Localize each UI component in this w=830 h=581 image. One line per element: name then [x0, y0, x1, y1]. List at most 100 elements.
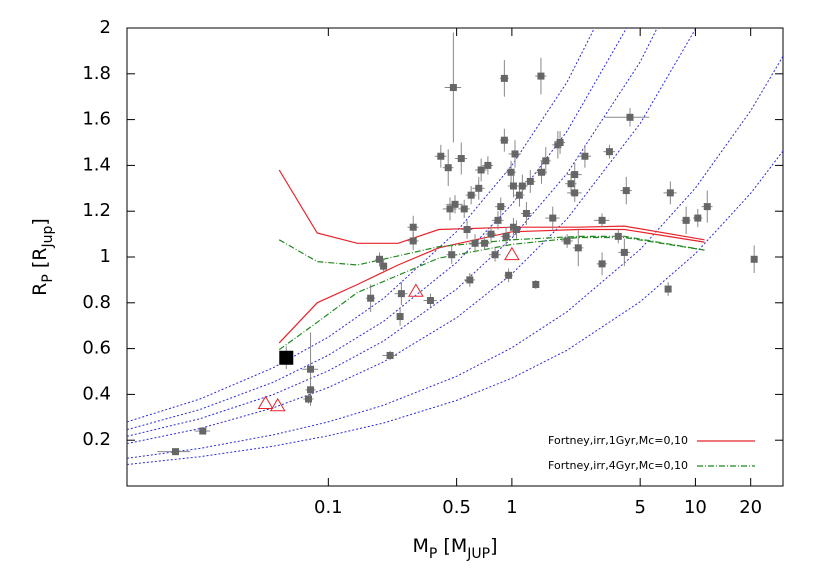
planet-point [491, 251, 499, 259]
planet-point [457, 155, 465, 163]
planet-point [666, 189, 674, 197]
x-tick-label: 0.5 [442, 497, 471, 518]
planet-point [386, 351, 394, 359]
y-axis-label-part: R [29, 283, 51, 296]
planet-point [537, 72, 545, 80]
planet-point [563, 237, 571, 245]
y-tick-label: 1.2 [82, 200, 111, 221]
planet-point [307, 365, 315, 373]
planet-point [409, 237, 417, 245]
planet-point [380, 262, 388, 270]
planet-point [750, 255, 758, 263]
planet-point [574, 244, 582, 252]
planet-point [509, 182, 517, 190]
planet-point [463, 226, 471, 234]
planet-point [451, 200, 459, 208]
planet-point [426, 297, 434, 305]
planet-point [567, 180, 575, 188]
planet-point [614, 232, 622, 240]
planet-point [494, 216, 502, 224]
planet-point [307, 386, 315, 394]
iso-density-curve [127, 28, 658, 437]
planet-point [598, 216, 606, 224]
iso-density-curve [127, 28, 596, 423]
planet-point [487, 230, 495, 238]
planet-point [507, 168, 515, 176]
y-tick-label: 0.6 [82, 338, 111, 359]
planet-point [305, 395, 313, 403]
planet-point [449, 84, 457, 92]
y-tick-label: 2 [100, 17, 111, 38]
planet-point [511, 150, 519, 158]
planet-point [532, 280, 540, 288]
model-line [278, 235, 705, 351]
planet-point [605, 148, 613, 156]
planet-point [471, 239, 479, 247]
x-tick-label: 0.1 [314, 497, 343, 518]
planet-point [477, 166, 485, 174]
planet-point [664, 285, 672, 293]
planet-point [598, 260, 606, 268]
y-tick-label: 1.6 [82, 109, 111, 130]
planet-point [444, 164, 452, 172]
planet-point [522, 209, 530, 217]
y-tick-label: 0.4 [82, 383, 111, 404]
triangle-point [257, 395, 274, 409]
y-axis-label-part: ] [29, 218, 51, 225]
y-axis-label-part: P [40, 274, 56, 282]
planet-point [694, 214, 702, 222]
planet-point [505, 271, 513, 279]
x-tick-label: 1 [506, 497, 517, 518]
x-axis-label-part: M [413, 535, 429, 557]
y-axis-label-part: Jup [40, 225, 56, 248]
planet-point [537, 168, 545, 176]
planet-point [484, 161, 492, 169]
iso-density-curve [127, 28, 628, 431]
planet-point [448, 251, 456, 259]
triangle-point [269, 397, 286, 412]
marks-layer [157, 32, 758, 456]
legend-label: Fortney,irr,4Gyr,Mc=0,10 [548, 459, 688, 472]
planet-point [481, 239, 489, 247]
planet-point [526, 177, 534, 185]
planet-point [497, 203, 505, 211]
planet-point [171, 448, 179, 456]
planet-point [542, 157, 550, 165]
planet-point [556, 139, 564, 146]
planet-point [502, 232, 510, 240]
planet-point [467, 191, 475, 199]
x-tick-label: 5 [634, 497, 645, 518]
curves-layer [127, 28, 783, 465]
planet-point [199, 427, 207, 435]
planet-point [409, 223, 417, 231]
iso-density-curve [127, 150, 783, 465]
highlight-point [279, 350, 294, 365]
planet-point [375, 255, 383, 263]
planet-point [500, 136, 508, 144]
planet-point [437, 152, 445, 160]
y-tick-label: 0.8 [82, 292, 111, 313]
x-tick-label: 10 [684, 497, 707, 518]
planet-point [513, 226, 521, 234]
planet-point [500, 74, 508, 82]
planet-point [367, 294, 375, 302]
planet-point [397, 290, 405, 298]
planet-point [515, 191, 523, 199]
x-axis-label: MP [MJUP] [413, 535, 498, 563]
y-tick-label: 0.2 [82, 429, 111, 450]
planet-point [682, 216, 690, 224]
planet-point [571, 171, 579, 179]
x-tick-label: 20 [739, 497, 762, 518]
planet-point [626, 113, 634, 121]
planet-point [466, 276, 474, 284]
x-axis-label-part: [M [437, 535, 467, 557]
triangle-point [408, 283, 424, 297]
y-tick-label: 1 [100, 246, 111, 267]
model-line [278, 169, 705, 344]
y-axis-label-part: [R [29, 248, 51, 275]
planet-point [581, 152, 589, 160]
planet-point [460, 205, 468, 213]
planet-point [620, 248, 628, 256]
triangle-point [504, 246, 520, 261]
